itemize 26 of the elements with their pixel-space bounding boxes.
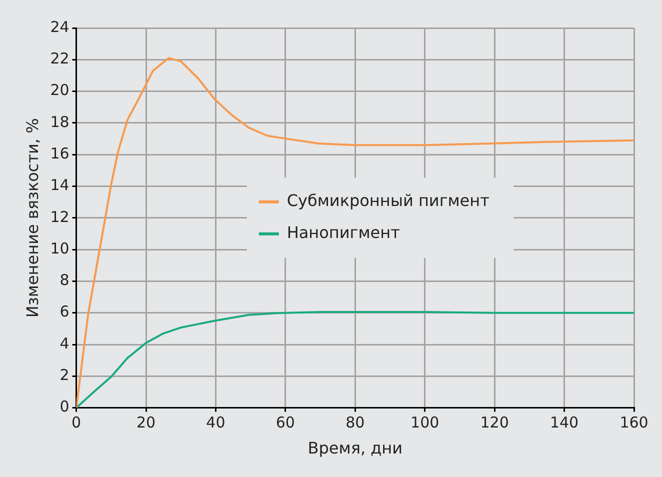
y-tick-label: 16 xyxy=(50,144,70,162)
y-tick-label: 14 xyxy=(50,176,70,194)
y-tick-label: 6 xyxy=(60,302,70,321)
x-tick-label: 140 xyxy=(550,414,579,432)
x-tick-label: 60 xyxy=(276,414,295,432)
x-tick-label: 40 xyxy=(206,414,226,432)
x-tick-label: 120 xyxy=(480,414,509,432)
legend-label: Субмикронный пигмент xyxy=(286,191,490,210)
y-tick-label: 10 xyxy=(50,239,70,258)
y-tick-label: 20 xyxy=(50,81,70,100)
y-tick-label: 18 xyxy=(50,112,70,131)
y-tick-label: 22 xyxy=(50,50,70,68)
x-axis-title: Время, дни xyxy=(308,438,403,458)
y-tick-label: 12 xyxy=(50,208,70,226)
y-tick-label: 8 xyxy=(60,271,70,290)
y-tick-label: 4 xyxy=(60,334,70,352)
y-tick-label: 24 xyxy=(50,18,70,36)
legend-label: Нанопигмент xyxy=(286,223,400,242)
x-tick-label: 160 xyxy=(620,414,648,432)
y-tick-label: 2 xyxy=(60,366,70,384)
x-tick-label: 80 xyxy=(346,414,365,432)
x-tick-label: 100 xyxy=(410,414,440,432)
y-tick-label: 0 xyxy=(60,398,70,416)
y-axis-title: Изменение вязкости, % xyxy=(22,118,42,318)
x-tick-label: 0 xyxy=(72,414,82,432)
x-tick-label: 20 xyxy=(136,414,156,432)
